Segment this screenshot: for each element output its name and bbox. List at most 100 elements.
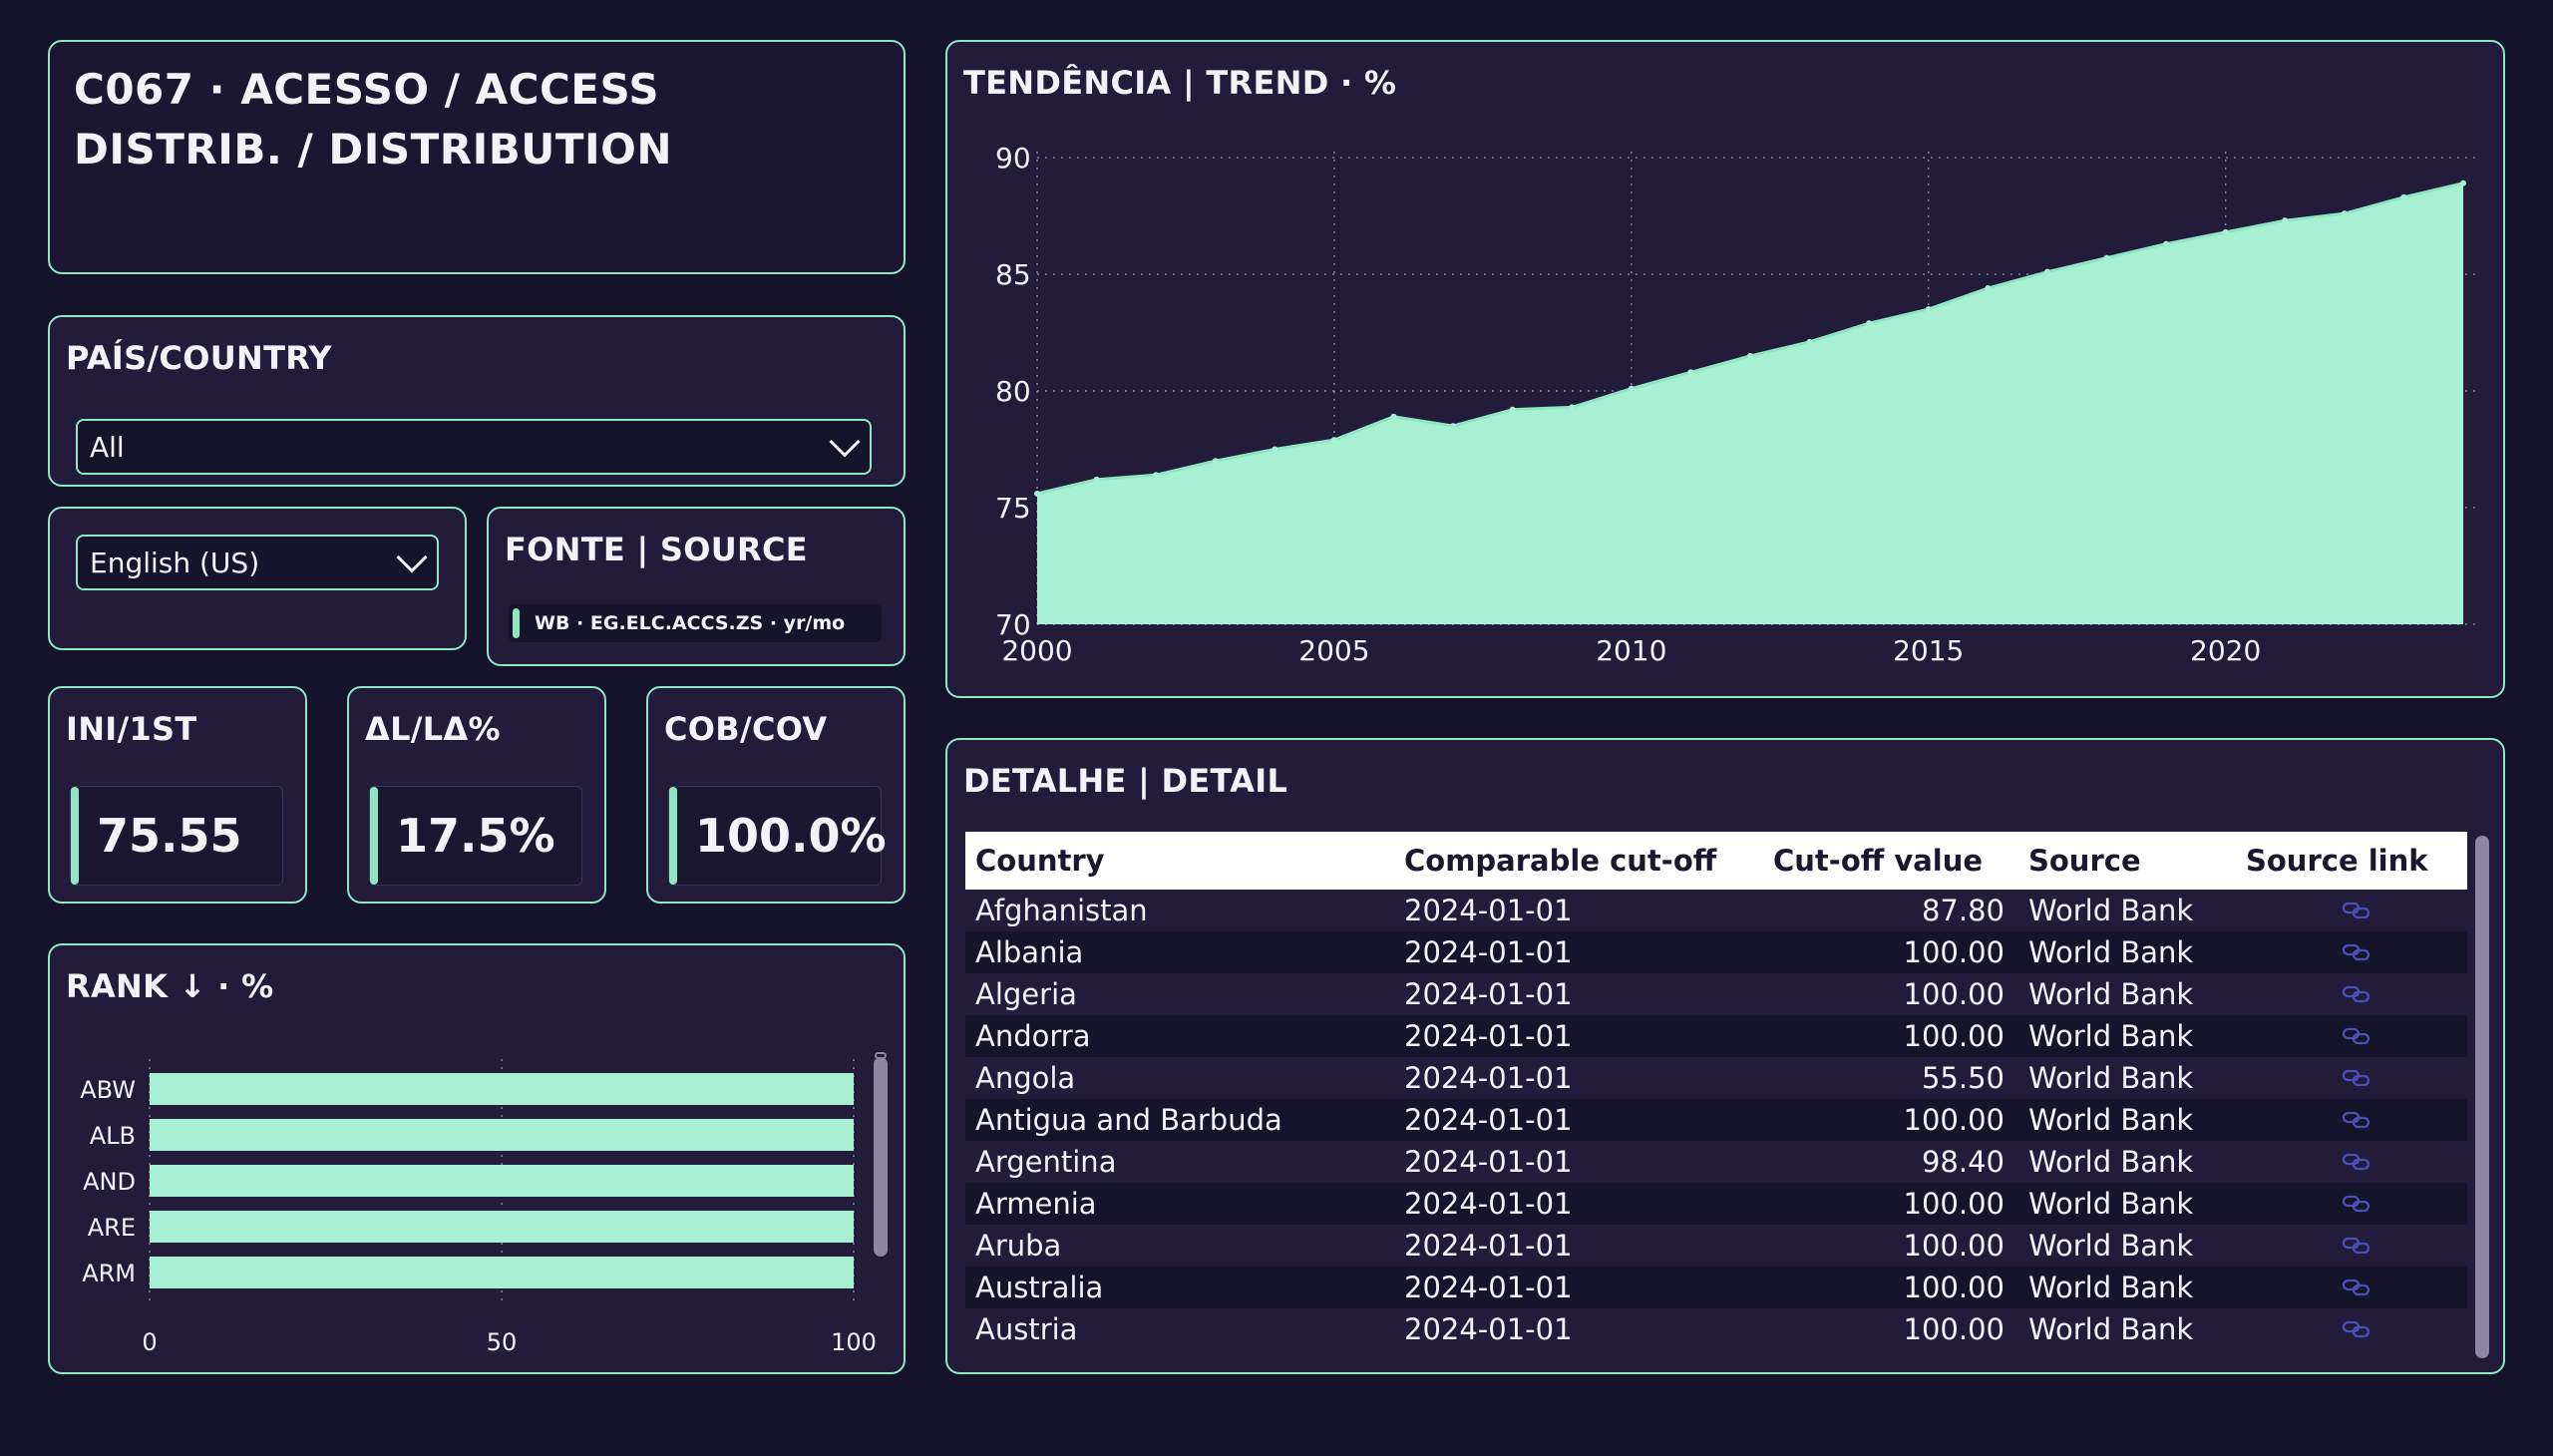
- cell-value: 98.40: [1921, 1145, 2005, 1179]
- x-tick-label: 2005: [1298, 634, 1369, 667]
- cell-value: 100.00: [1903, 935, 2005, 969]
- cell-source-link[interactable]: [2236, 890, 2467, 931]
- link-icon[interactable]: [2342, 1236, 2371, 1256]
- table-row[interactable]: Angola 2024-01-01 55.50 World Bank: [965, 1057, 2467, 1099]
- link-icon[interactable]: [2342, 942, 2371, 962]
- cell-country: Albania: [975, 935, 1084, 969]
- cell-value: 100.00: [1903, 1229, 2005, 1263]
- trend-point[interactable]: [1925, 306, 1932, 313]
- link-icon[interactable]: [2342, 1194, 2371, 1214]
- column-header-country[interactable]: Country: [975, 844, 1105, 878]
- link-icon[interactable]: [2342, 901, 2371, 920]
- cell-cutoff: 2024-01-01: [1404, 1187, 1573, 1221]
- language-filter-card: English (US): [48, 507, 467, 650]
- x-tick-label: 0: [142, 1328, 157, 1356]
- rank-chart: 0 50 100 ABW ALB AND ARE ARM: [80, 1059, 877, 1356]
- trend-point[interactable]: [1509, 406, 1516, 413]
- trend-point[interactable]: [1330, 437, 1337, 444]
- trend-point[interactable]: [2043, 268, 2050, 275]
- trend-point[interactable]: [1866, 320, 1873, 327]
- country-dropdown[interactable]: All: [76, 419, 872, 475]
- x-tick-label: 50: [487, 1328, 518, 1356]
- link-icon[interactable]: [2342, 1068, 2371, 1088]
- cell-source-link[interactable]: [2236, 1141, 2467, 1183]
- detail-table-scrollbar[interactable]: [2475, 836, 2489, 1358]
- cell-source-link[interactable]: [2236, 931, 2467, 973]
- cell-country: Austria: [975, 1312, 1078, 1346]
- column-header-value[interactable]: Cut-off value: [1773, 844, 1984, 878]
- table-row[interactable]: Albania 2024-01-01 100.00 World Bank: [965, 931, 2467, 973]
- rank-bar[interactable]: [150, 1257, 854, 1288]
- cell-source-link[interactable]: [2236, 1267, 2467, 1308]
- trend-point[interactable]: [1153, 472, 1160, 479]
- cell-country: Angola: [975, 1061, 1076, 1095]
- category-label: ARM: [82, 1260, 136, 1287]
- cell-country: Australia: [975, 1271, 1104, 1304]
- table-row[interactable]: Algeria 2024-01-01 100.00 World Bank: [965, 973, 2467, 1015]
- rank-bar[interactable]: [150, 1165, 854, 1197]
- table-row[interactable]: Afghanistan 2024-01-01 87.80 World Bank: [965, 890, 2467, 931]
- cell-source-link[interactable]: [2236, 1225, 2467, 1267]
- table-row[interactable]: Andorra 2024-01-01 100.00 World Bank: [965, 1015, 2467, 1057]
- trend-point[interactable]: [1390, 413, 1397, 420]
- trend-point[interactable]: [1747, 352, 1753, 359]
- y-tick-label: 85: [995, 258, 1031, 291]
- cell-value: 100.00: [1903, 1187, 2005, 1221]
- cell-value: 100.00: [1903, 1019, 2005, 1053]
- trend-point[interactable]: [2282, 217, 2289, 224]
- cell-source: World Bank: [2028, 1145, 2194, 1179]
- link-icon[interactable]: [2342, 1319, 2371, 1339]
- source-label: FONTE | SOURCE: [505, 531, 808, 568]
- kpi-value: 100.0%: [668, 786, 887, 886]
- language-dropdown[interactable]: English (US): [76, 535, 439, 590]
- link-icon[interactable]: [2342, 1026, 2371, 1046]
- table-row[interactable]: Antigua and Barbuda 2024-01-01 100.00 World…: [965, 1099, 2467, 1141]
- table-row[interactable]: Armenia 2024-01-01 100.00 World Bank: [965, 1183, 2467, 1225]
- cell-source-link[interactable]: [2236, 1015, 2467, 1057]
- trend-point[interactable]: [2163, 240, 2170, 247]
- country-filter-label: PAÍS/COUNTRY: [66, 339, 332, 377]
- rank-bar[interactable]: [150, 1119, 854, 1151]
- rank-bar[interactable]: [150, 1211, 854, 1243]
- trend-point[interactable]: [2460, 180, 2466, 186]
- column-header-source-link[interactable]: Source link: [2246, 844, 2428, 878]
- rank-bar[interactable]: [150, 1073, 854, 1105]
- cell-source-link[interactable]: [2236, 1057, 2467, 1099]
- trend-point[interactable]: [2400, 193, 2407, 200]
- trend-point[interactable]: [1628, 385, 1635, 392]
- trend-point[interactable]: [2103, 254, 2110, 261]
- trend-point[interactable]: [1272, 446, 1278, 453]
- link-icon[interactable]: [2342, 1152, 2371, 1172]
- trend-point[interactable]: [1806, 338, 1813, 345]
- trend-area[interactable]: [1037, 182, 2463, 625]
- table-row[interactable]: Argentina 2024-01-01 98.40 World Bank: [965, 1141, 2467, 1183]
- trend-point[interactable]: [2341, 210, 2348, 217]
- cell-source: World Bank: [2028, 1187, 2194, 1221]
- country-filter-card: PAÍS/COUNTRY All: [48, 315, 906, 487]
- y-tick-label: 80: [995, 375, 1031, 408]
- rank-chart-title: RANK ↓ · %: [66, 967, 274, 1005]
- rank-scrollbar[interactable]: [874, 1057, 888, 1257]
- trend-point[interactable]: [1093, 476, 1100, 483]
- link-icon[interactable]: [2342, 1110, 2371, 1130]
- column-header-source[interactable]: Source: [2028, 844, 2141, 878]
- cell-source-link[interactable]: [2236, 1183, 2467, 1225]
- cell-source-link[interactable]: [2236, 1099, 2467, 1141]
- table-row[interactable]: Austria 2024-01-01 100.00 World Bank: [965, 1308, 2467, 1350]
- trend-point[interactable]: [1687, 369, 1694, 376]
- trend-point[interactable]: [1212, 458, 1219, 465]
- trend-point[interactable]: [2222, 228, 2229, 235]
- cell-source: World Bank: [2028, 894, 2194, 927]
- link-icon[interactable]: [2342, 1277, 2371, 1297]
- link-icon[interactable]: [2342, 984, 2371, 1004]
- cell-source-link[interactable]: [2236, 1308, 2467, 1350]
- column-header-cutoff[interactable]: Comparable cut-off: [1404, 844, 1717, 878]
- trend-point[interactable]: [1569, 404, 1576, 411]
- table-row[interactable]: Aruba 2024-01-01 100.00 World Bank: [965, 1225, 2467, 1267]
- table-row[interactable]: Australia 2024-01-01 100.00 World Bank: [965, 1267, 2467, 1308]
- cell-source-link[interactable]: [2236, 973, 2467, 1015]
- trend-point[interactable]: [1985, 285, 1992, 292]
- trend-point[interactable]: [1034, 490, 1040, 497]
- trend-point[interactable]: [1450, 423, 1457, 430]
- kpi-card-delta: ΔL/LΔ% 17.5%: [347, 686, 606, 904]
